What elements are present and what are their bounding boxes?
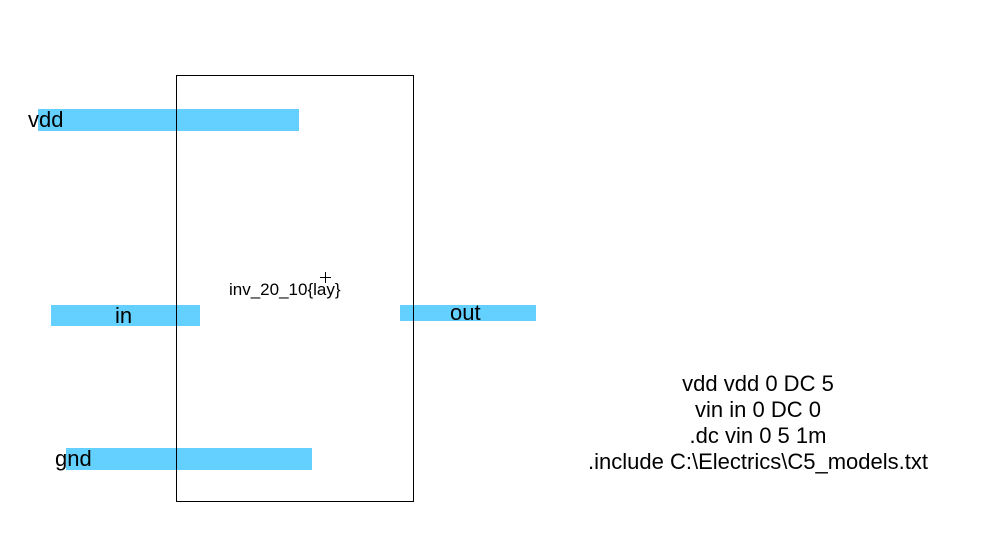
spice-code-block[interactable]: vdd vdd 0 DC 5 vin in 0 DC 0 .dc vin 0 5…	[540, 371, 976, 475]
instance-anchor-cross-icon	[320, 272, 331, 283]
cell-instance-name: inv_20_10{lay}	[229, 280, 341, 299]
out-wire[interactable]	[400, 305, 536, 321]
export-label-in[interactable]: in	[115, 303, 133, 328]
export-label-out[interactable]: out	[450, 300, 481, 325]
spice-line: .include C:\Electrics\C5_models.txt	[588, 449, 928, 474]
spice-line: vin in 0 DC 0	[695, 397, 821, 422]
in-wire[interactable]	[51, 305, 200, 326]
gnd-wire[interactable]	[66, 448, 312, 470]
export-label-gnd[interactable]: gnd	[55, 446, 92, 471]
spice-line: vdd vdd 0 DC 5	[682, 371, 834, 396]
vdd-wire[interactable]	[38, 109, 299, 131]
spice-line: .dc vin 0 5 1m	[689, 423, 827, 448]
export-label-vdd[interactable]: vdd	[28, 107, 64, 132]
cell-instance-outline[interactable]	[176, 75, 414, 502]
